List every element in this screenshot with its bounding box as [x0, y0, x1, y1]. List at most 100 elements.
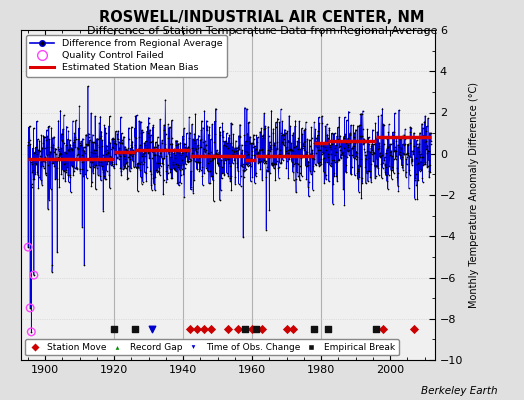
- Point: [146, 139, 154, 146]
- Point: [378, 105, 387, 112]
- Point: [60, 149, 69, 155]
- Point: [310, 156, 318, 162]
- Point: [296, 163, 304, 169]
- Point: [232, 154, 241, 160]
- Point: [395, 107, 403, 113]
- Point: [385, 143, 394, 150]
- Point: [412, 137, 421, 144]
- Point: [265, 133, 273, 140]
- Point: [99, 152, 107, 158]
- Point: [410, 134, 418, 140]
- Point: [423, 150, 431, 156]
- Point: [139, 161, 147, 168]
- Point: [300, 127, 308, 134]
- Point: [191, 140, 199, 146]
- Point: [84, 131, 93, 137]
- Point: [177, 152, 185, 158]
- Point: [162, 179, 171, 185]
- Point: [78, 224, 86, 230]
- Point: [341, 114, 349, 120]
- Point: [135, 134, 144, 140]
- Point: [256, 128, 264, 135]
- Point: [138, 152, 147, 159]
- Point: [321, 139, 329, 146]
- Point: [237, 142, 246, 148]
- Point: [131, 113, 139, 119]
- Point: [69, 142, 77, 149]
- Point: [158, 137, 166, 144]
- Point: [281, 126, 289, 133]
- Point: [50, 163, 59, 169]
- Point: [275, 163, 283, 170]
- Point: [217, 157, 225, 164]
- Point: [340, 201, 348, 208]
- Point: [251, 147, 259, 153]
- Point: [218, 170, 226, 176]
- Point: [163, 176, 171, 182]
- Point: [263, 164, 271, 170]
- Point: [107, 154, 115, 160]
- Point: [275, 175, 283, 181]
- Point: [171, 161, 180, 167]
- Point: [350, 134, 358, 140]
- Point: [422, 145, 430, 152]
- Point: [241, 104, 249, 111]
- Point: [340, 133, 348, 140]
- Point: [61, 149, 70, 156]
- Point: [176, 180, 184, 186]
- Point: [318, 151, 326, 157]
- Point: [223, 156, 232, 162]
- Point: [322, 176, 330, 183]
- Point: [276, 130, 285, 136]
- Point: [296, 151, 304, 158]
- Point: [140, 158, 148, 165]
- Point: [24, 139, 32, 146]
- Point: [319, 140, 328, 146]
- Point: [41, 170, 50, 176]
- Point: [211, 118, 219, 124]
- Point: [277, 106, 285, 113]
- Point: [202, 147, 210, 153]
- Point: [108, 144, 116, 151]
- Point: [134, 148, 143, 154]
- Point: [341, 169, 350, 175]
- Point: [27, 159, 35, 165]
- Point: [417, 158, 425, 165]
- Point: [70, 137, 78, 143]
- Point: [357, 194, 366, 201]
- Point: [209, 177, 217, 183]
- Point: [198, 172, 206, 179]
- Point: [160, 126, 168, 133]
- Point: [282, 158, 291, 164]
- Point: [234, 143, 243, 150]
- Point: [228, 160, 237, 166]
- Point: [349, 122, 357, 129]
- Point: [188, 145, 196, 151]
- Point: [304, 184, 312, 190]
- Point: [57, 154, 65, 160]
- Point: [216, 132, 224, 138]
- Point: [161, 96, 169, 103]
- Point: [118, 137, 126, 143]
- Point: [179, 170, 188, 177]
- Point: [69, 118, 77, 124]
- Point: [326, 160, 335, 166]
- Point: [271, 124, 280, 130]
- Point: [234, 326, 243, 332]
- Point: [303, 162, 311, 169]
- Point: [83, 142, 92, 148]
- Point: [336, 146, 345, 153]
- Point: [297, 144, 305, 151]
- Point: [133, 112, 141, 118]
- Point: [399, 151, 408, 157]
- Point: [24, 142, 32, 148]
- Point: [250, 142, 258, 149]
- Point: [25, 155, 34, 161]
- Point: [154, 160, 162, 166]
- Point: [38, 182, 46, 188]
- Point: [172, 168, 181, 174]
- Point: [398, 133, 406, 140]
- Point: [82, 132, 90, 138]
- Point: [276, 147, 284, 153]
- Point: [220, 142, 228, 148]
